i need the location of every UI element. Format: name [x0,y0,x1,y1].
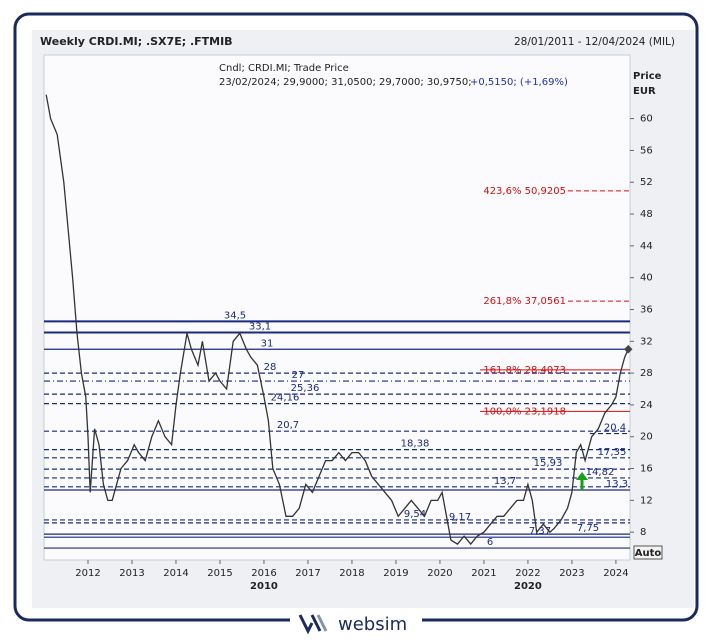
y-tick-label: 56 [640,145,653,156]
level-label: 7,75 [577,523,599,534]
x-tick-label: 2021 [471,568,496,579]
brand-icon [298,614,328,635]
price-line [45,94,629,546]
level-label: 24,16 [271,393,300,404]
level-label: 31 [261,338,274,349]
x-tick-label: 2022 [515,568,540,579]
level-label: 28 [264,362,277,373]
level-label: 27 [292,370,305,381]
y-tick-label: 48 [640,209,653,220]
level-label: 20,4 [604,423,626,434]
y-tick-label: 60 [640,114,653,125]
y-tick-label: 28 [640,368,653,379]
y-tick-label: 24 [640,400,653,411]
fib-label: 423,6% 50,9205 [483,186,566,197]
green-arrow [576,472,588,490]
x-tick-label: 2013 [119,568,144,579]
y-tick-label: 12 [640,495,653,506]
x-tick-label: 2018 [339,568,364,579]
y-tick-label: 44 [640,241,653,252]
level-label: 6 [487,537,493,548]
level-label: 17,35 [598,447,627,458]
auto-button-label[interactable]: Auto [635,548,662,559]
last-price-marker [623,345,633,354]
x-tick-label: 2015 [207,568,232,579]
x-tick-label: 2012 [75,568,100,579]
x-tick-label: 2024 [603,568,628,579]
chart-title: Weekly CRDI.MI; .SX7E; .FTMIB [40,35,233,48]
info-line: Cndl; CRDI.MI; Trade Price [219,63,349,74]
info-change: +0,5150; (+1,69%) [470,77,568,88]
y-axis-title: Price [633,71,662,82]
level-label: 20,7 [277,420,299,431]
y-tick-label: 36 [640,304,653,315]
level-label: 13,3 [606,479,628,490]
level-label: 34,5 [224,310,246,321]
x-tick-label: 2014 [163,568,188,579]
fib-label: 161,8% 28,4073 [483,365,566,376]
level-label: 18,38 [401,439,430,450]
y-axis-unit: EUR [633,86,656,97]
y-tick-label: 16 [640,464,653,475]
level-label: 9,17 [449,512,471,523]
plot-area [43,54,631,561]
level-label: 33,1 [249,322,271,333]
y-tick-label: 52 [640,177,653,188]
decade-label: 2020 [514,581,542,592]
brand: websim [338,614,407,635]
date-range: 28/01/2011 - 12/04/2024 (MIL) [514,36,675,48]
level-label: 13,7 [494,476,516,487]
level-label: 25,36 [291,383,320,394]
level-label: 9,54 [404,509,426,520]
y-tick-label: 32 [640,336,653,347]
decade-label: 2010 [250,581,278,592]
x-tick-label: 2017 [295,568,320,579]
level-label: 7,37 [529,526,551,537]
fib-label: 261,8% 37,0561 [483,296,566,307]
x-tick-label: 2023 [559,568,584,579]
fib-label: 100,0% 23,1918 [483,406,566,417]
level-label: 14,82 [586,467,615,478]
x-tick-label: 2016 [251,568,276,579]
x-tick-label: 2019 [383,568,408,579]
info-line: 23/02/2024; 29,9000; 31,0500; 29,7000; 3… [219,77,472,88]
y-tick-label: 40 [640,273,653,284]
level-label: 15,93 [534,458,563,469]
y-tick-label: 20 [640,432,653,443]
auto-button[interactable] [633,545,663,560]
x-tick-label: 2020 [427,568,452,579]
y-tick-label: 8 [640,527,646,538]
